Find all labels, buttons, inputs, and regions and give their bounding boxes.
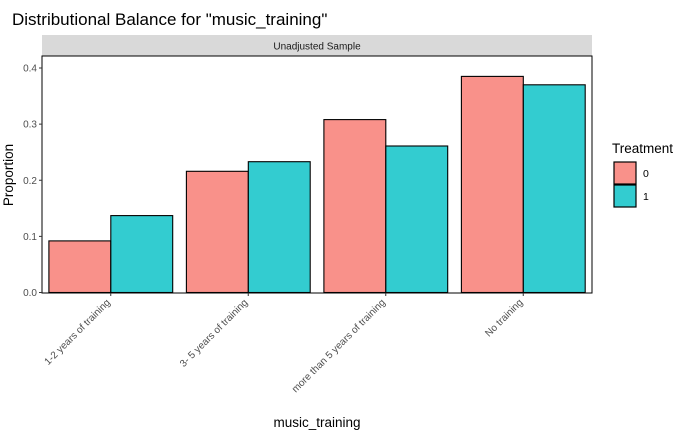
x-axis-title: music_training	[273, 415, 360, 430]
facet-strip	[42, 35, 592, 56]
y-tick-label: 0.1	[23, 232, 37, 243]
legend-key-1	[613, 184, 637, 208]
bar-1-2-years-of-training-treatment-0	[48, 240, 112, 294]
bar-no-training-treatment-0	[460, 75, 524, 294]
bar-layer	[48, 75, 586, 294]
bar-no-training-treatment-1	[522, 84, 586, 294]
legend-key-0	[613, 161, 637, 185]
legend: Treatment 0 1	[612, 141, 673, 208]
facet-strip-label: Unadjusted Sample	[273, 42, 361, 53]
bar-3-5-years-of-training-treatment-0	[185, 170, 249, 294]
bar-more-than-5-years-of-training-treatment-0	[323, 119, 387, 294]
bar-3-5-years-of-training-treatment-1	[247, 161, 311, 294]
x-tick-label: No training	[483, 297, 525, 339]
chart-title: Distributional Balance for "music_traini…	[12, 10, 327, 29]
x-tick-label: 1-2 years of training	[43, 297, 113, 367]
y-tick-label: 0.0	[23, 288, 37, 299]
x-tick-label: more than 5 years of training	[290, 297, 388, 395]
bar-1-2-years-of-training-treatment-1	[110, 215, 174, 294]
y-axis: 0.0 0.1 0.2 0.3 0.4	[23, 64, 42, 299]
y-tick-label: 0.4	[23, 64, 37, 75]
legend-label: 1	[643, 191, 649, 203]
legend-label: 0	[643, 168, 649, 180]
bar-more-than-5-years-of-training-treatment-1	[385, 145, 449, 294]
x-tick-label: 3- 5 years of training	[178, 297, 250, 369]
y-axis-title: Proportion	[1, 144, 16, 206]
y-tick-label: 0.3	[23, 120, 37, 131]
x-axis: 1-2 years of training 3- 5 years of train…	[43, 293, 525, 395]
y-tick-label: 0.2	[23, 176, 37, 187]
legend-title: Treatment	[612, 141, 673, 156]
